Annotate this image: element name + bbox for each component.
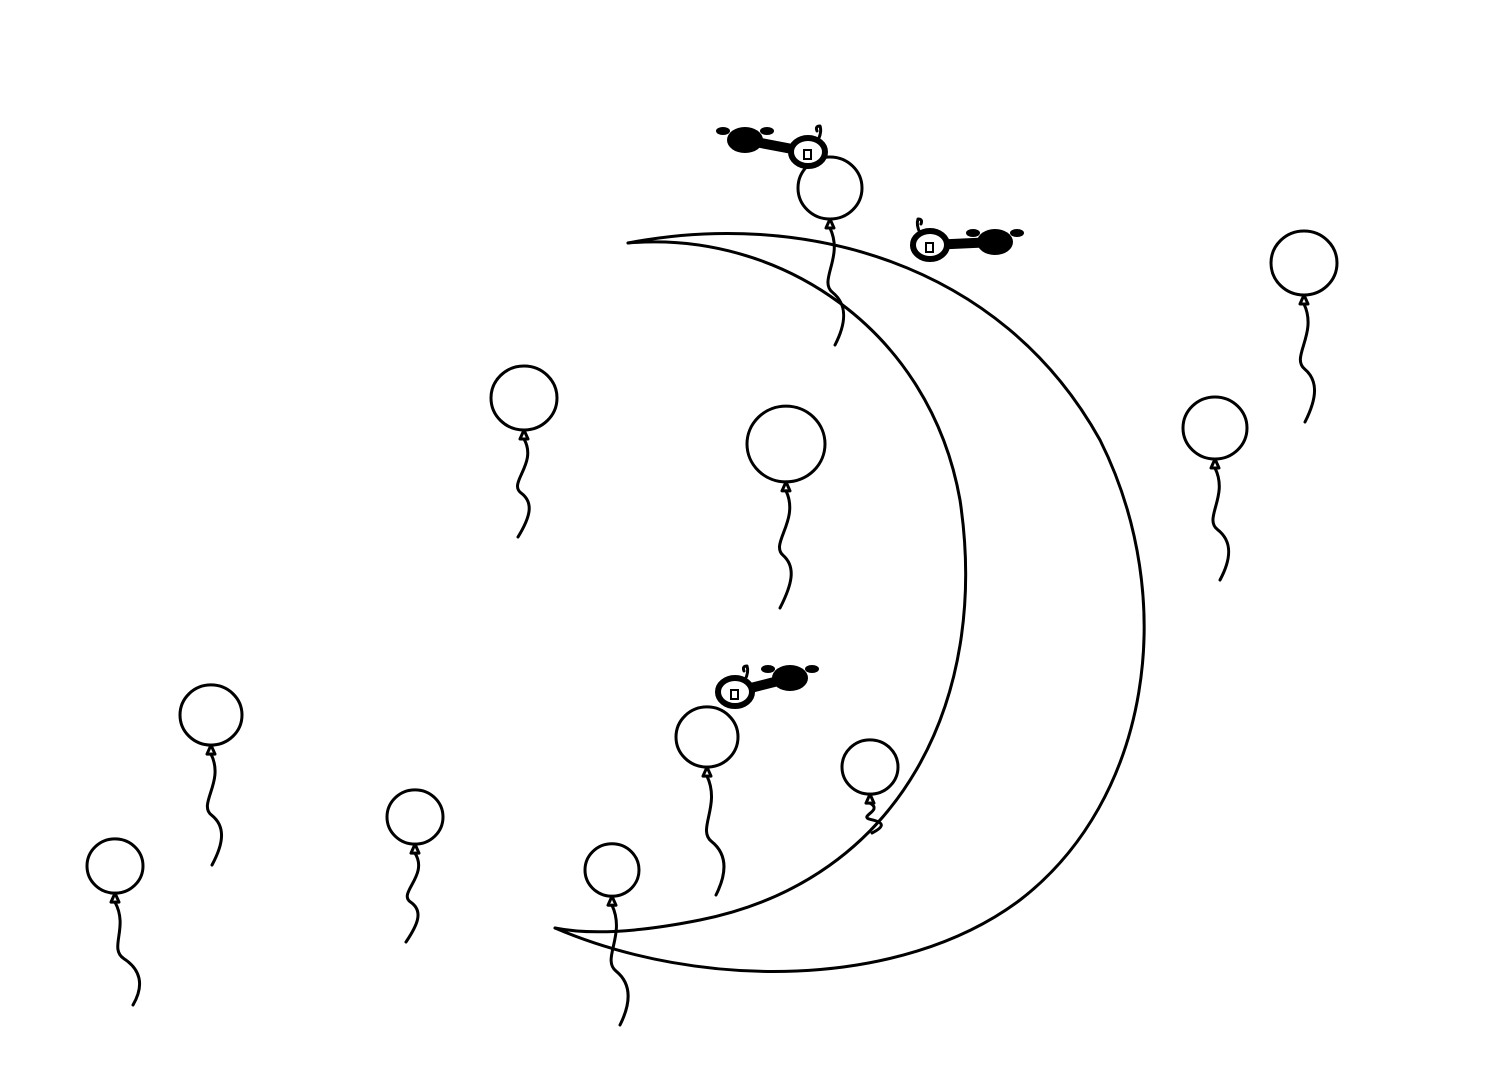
moon	[553, 232, 1146, 973]
balloon-string	[826, 226, 846, 347]
balloon	[745, 404, 827, 610]
cow-spot	[803, 149, 812, 160]
balloon-string	[705, 774, 726, 897]
moon-inner-edge	[553, 240, 968, 934]
cow-head	[977, 229, 1013, 255]
balloon-string	[1211, 466, 1231, 582]
cow-head	[727, 127, 763, 153]
cow-ear	[966, 229, 980, 237]
balloon-string	[205, 752, 224, 867]
balloon-string	[609, 903, 630, 1027]
balloon	[583, 842, 641, 1027]
cow-head	[772, 665, 808, 691]
cow-spot	[730, 689, 739, 700]
cows	[715, 124, 1024, 709]
balloon	[840, 738, 900, 835]
balloon-string	[404, 851, 421, 944]
balloon	[85, 837, 145, 1007]
balloon	[674, 705, 740, 897]
cow-ear	[760, 127, 774, 135]
cow-ear	[716, 127, 730, 135]
balloon	[1181, 395, 1249, 582]
cow-ear	[805, 665, 819, 673]
balloons	[85, 155, 1339, 1027]
cow-ear	[761, 665, 775, 673]
cow-ear	[1010, 229, 1024, 237]
balloon	[385, 788, 445, 944]
balloon-string	[865, 801, 883, 835]
balloon	[796, 155, 864, 347]
cow	[715, 664, 819, 709]
cow-tail	[814, 124, 823, 142]
balloon	[1269, 229, 1339, 424]
balloon-string	[516, 437, 531, 539]
cow	[716, 124, 828, 169]
balloon-string	[113, 900, 142, 1007]
cow	[910, 217, 1024, 262]
balloon-string	[1298, 302, 1317, 424]
balloon	[178, 683, 244, 867]
cow-spot	[925, 242, 934, 253]
cow-tail	[741, 664, 750, 682]
cow-tail	[915, 217, 924, 235]
balloon	[489, 364, 559, 539]
balloon-string	[778, 489, 793, 610]
moon-outer-edge	[553, 232, 1146, 973]
